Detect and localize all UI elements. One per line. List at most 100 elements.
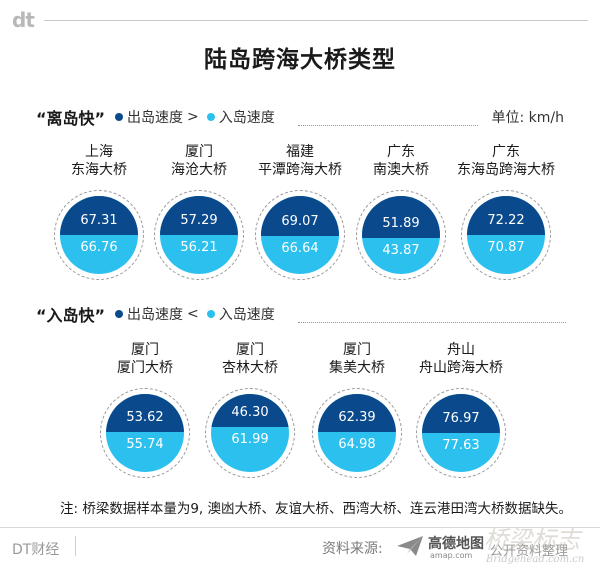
watermark-text: 桥梁标志 (484, 526, 580, 554)
inbound-speed-value: 56.21 (180, 240, 218, 255)
bridge-circle: 51.89 43.87 (356, 190, 446, 280)
outbound-speed-segment (362, 196, 440, 238)
legend-dot-outbound (115, 310, 124, 318)
legend-dot-inbound (206, 310, 215, 318)
speed-disc: 51.89 43.87 (362, 196, 440, 274)
outbound-speed-value: 62.39 (338, 410, 376, 425)
bridge-circle: 72.22 70.87 (461, 190, 551, 280)
bridge-name: 海沧大桥 (171, 162, 227, 178)
speed-disc: 76.97 77.63 (422, 394, 500, 472)
inbound-speed-value: 66.64 (281, 241, 319, 256)
bridge-city: 舟山 (447, 342, 475, 358)
section-title: “入岛快” (36, 306, 106, 325)
bridge-city: 福建 (286, 144, 314, 160)
bridge-city: 上海 (85, 144, 113, 160)
bridge-label: 福建 平潭跨海大桥 (240, 143, 360, 179)
chart-title: 陆岛跨海大桥类型 (204, 47, 396, 73)
footnote: 注: 桥梁数据样本量为9, 澳凼大桥、友谊大桥、西湾大桥、连云港田湾大桥数据缺失… (60, 501, 573, 517)
source-label: 资料来源: (322, 541, 383, 557)
bridge-name: 集美大桥 (329, 360, 385, 376)
amap-name: 高德地图 (428, 536, 484, 552)
source-tail: 公开资料整理 (490, 544, 569, 559)
legend-dot-inbound (206, 113, 215, 121)
bridge-label: 厦门 海沧大桥 (139, 143, 259, 179)
inbound-speed-value: 55.74 (126, 437, 164, 452)
speed-disc: 46.30 61.99 (211, 394, 289, 472)
legend-inbound: 入岛速度 (218, 307, 275, 323)
dt-logo: dt (12, 8, 35, 32)
legend-outbound: 出岛速度 (127, 110, 184, 126)
bridge-label: 厦门 集美大桥 (297, 341, 417, 377)
bridge-circle: 76.97 77.63 (416, 388, 506, 478)
footer-separator (75, 536, 76, 556)
outbound-speed-segment (106, 394, 184, 432)
header-divider (44, 20, 588, 21)
outbound-speed-value: 67.31 (80, 213, 118, 228)
outbound-speed-segment (211, 394, 289, 427)
bridge-circle: 46.30 61.99 (205, 388, 295, 478)
legend-operator: > (187, 109, 199, 125)
bridge-name: 南澳大桥 (373, 162, 429, 178)
outbound-speed-value: 57.29 (180, 213, 218, 228)
legend-outbound: 出岛速度 (127, 307, 184, 323)
inbound-speed-value: 70.87 (487, 240, 525, 255)
bridge-label: 上海 东海大桥 (39, 143, 159, 179)
bridge-circle: 67.31 66.76 (54, 190, 144, 280)
bridge-circle: 69.07 66.64 (255, 190, 345, 280)
inbound-speed-value: 61.99 (231, 432, 269, 447)
outbound-speed-segment (422, 394, 500, 433)
legend-inbound: 入岛速度 (218, 110, 275, 126)
bridge-name: 杏林大桥 (222, 360, 278, 376)
inbound-speed-value: 66.76 (80, 240, 118, 255)
outbound-speed-segment (160, 196, 238, 235)
bridge-city: 厦门 (343, 342, 371, 358)
bridge-label: 广东 南澳大桥 (341, 143, 461, 179)
bridge-label: 广东 东海岛跨海大桥 (446, 143, 566, 179)
header: dt (0, 0, 600, 40)
bridge-name: 东海岛跨海大桥 (457, 162, 555, 178)
speed-disc: 57.29 56.21 (160, 196, 238, 274)
bridge-circle: 53.62 55.74 (100, 388, 190, 478)
outbound-speed-segment (261, 196, 339, 236)
watermark-url: Bridgehead.com.cn (486, 554, 585, 565)
bridge-label: 厦门 杏林大桥 (190, 341, 310, 377)
bridge-city: 厦门 (236, 342, 264, 358)
amap-url: amap.com (430, 551, 473, 560)
speed-disc: 53.62 55.74 (106, 394, 184, 472)
outbound-speed-segment (467, 196, 545, 235)
speed-disc: 67.31 66.76 (60, 196, 138, 274)
bridge-name: 厦门大桥 (117, 360, 173, 376)
outbound-speed-segment (60, 196, 138, 235)
outbound-speed-value: 72.22 (487, 213, 525, 228)
unit-label: 单位: km/h (491, 110, 564, 126)
bridge-label: 厦门 厦门大桥 (85, 341, 205, 377)
bridge-city: 广东 (387, 144, 415, 160)
outbound-speed-value: 69.07 (281, 214, 319, 229)
bridge-circle: 62.39 64.98 (312, 388, 402, 478)
bridge-name: 舟山跨海大桥 (419, 360, 503, 376)
outbound-speed-segment (318, 394, 396, 432)
watermark: 桥梁标志 Bridgehead.com.cn (484, 520, 596, 570)
paper-plane-icon (397, 536, 423, 556)
bridge-city: 厦门 (185, 144, 213, 160)
outbound-speed-value: 53.62 (126, 410, 164, 425)
outbound-speed-value: 76.97 (442, 411, 480, 426)
bridge-circle: 57.29 56.21 (154, 190, 244, 280)
speed-disc: 69.07 66.64 (261, 196, 339, 274)
inbound-speed-value: 43.87 (382, 243, 420, 258)
bridge-city: 厦门 (131, 342, 159, 358)
bridge-name: 平潭跨海大桥 (258, 162, 342, 178)
section-header-inbound-faster: “入岛快” 出岛速度 < 入岛速度 (36, 303, 279, 325)
section-divider (298, 125, 478, 126)
inbound-speed-value: 64.98 (338, 437, 376, 452)
footer-divider (0, 527, 600, 528)
speed-disc: 72.22 70.87 (467, 196, 545, 274)
outbound-speed-value: 46.30 (231, 405, 269, 420)
legend-operator: < (187, 306, 199, 322)
bridge-name: 东海大桥 (71, 162, 127, 178)
footer-brand: DT财经 (12, 542, 60, 558)
speed-disc: 62.39 64.98 (318, 394, 396, 472)
section-divider (298, 322, 566, 323)
outbound-speed-value: 51.89 (382, 216, 420, 231)
inbound-speed-value: 77.63 (442, 438, 480, 453)
